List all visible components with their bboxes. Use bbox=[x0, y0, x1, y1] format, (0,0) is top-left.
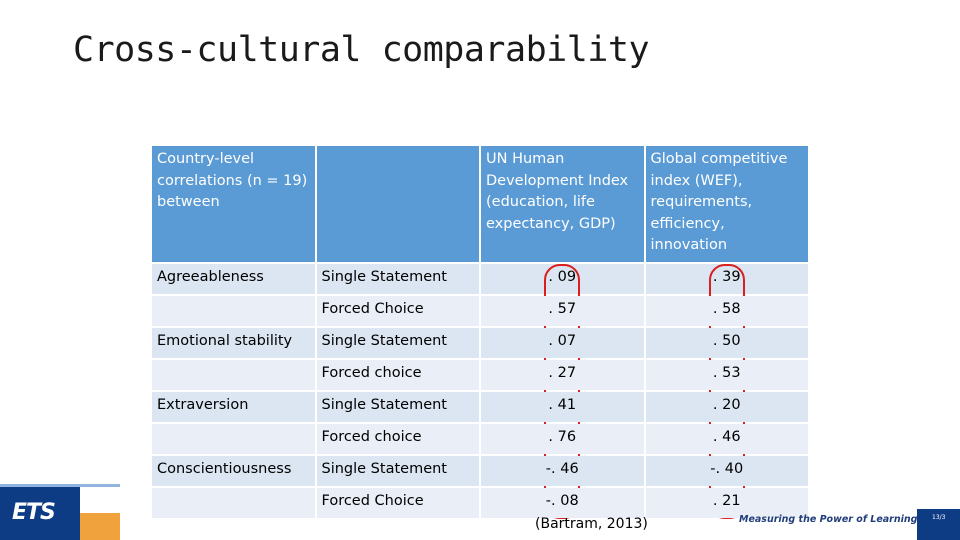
highlight-circle bbox=[544, 264, 581, 519]
un-hdi-cell: . 09 bbox=[481, 264, 644, 519]
method-cell: Single Statement bbox=[316, 392, 479, 422]
brand-stripe bbox=[0, 484, 120, 487]
wef-gci-value: . 46 bbox=[645, 424, 808, 454]
table-row: Forced choice . 27 . 53 bbox=[152, 360, 808, 390]
header-cell: UN Human Development Index (education, l… bbox=[481, 146, 644, 262]
method-cell: Forced choice bbox=[316, 424, 479, 454]
trait-cell bbox=[152, 360, 315, 390]
highlight-circle bbox=[708, 264, 745, 519]
wef-gci-value: . 58 bbox=[645, 296, 808, 326]
brand-accent-block bbox=[80, 513, 120, 540]
slide-number-box: 13/3 bbox=[917, 509, 960, 540]
table-row: Forced Choice . 57 . 58 bbox=[152, 296, 808, 326]
table-row: Conscientiousness Single Statement -. 46… bbox=[152, 456, 808, 486]
header-cell: Global competitive index (WEF), requirem… bbox=[645, 146, 808, 262]
wef-gci-cell: . 39 bbox=[645, 264, 808, 519]
trait-cell bbox=[152, 296, 315, 326]
trait-cell bbox=[152, 424, 315, 454]
method-cell: Single Statement bbox=[316, 456, 479, 486]
trait-cell: Conscientiousness bbox=[152, 456, 315, 486]
correlation-table: Country-level correlations (n = 19) betw… bbox=[150, 144, 810, 520]
ets-logo-text: ETS bbox=[12, 500, 56, 525]
un-hdi-value: -. 08 bbox=[481, 488, 644, 518]
wef-gci-value: . 20 bbox=[645, 392, 808, 422]
wef-gci-value: . 53 bbox=[645, 360, 808, 390]
slide-title: Cross-cultural comparability bbox=[73, 30, 650, 70]
trait-cell bbox=[152, 488, 315, 518]
table-row: Extraversion Single Statement . 41 . 20 bbox=[152, 392, 808, 422]
method-cell: Single Statement bbox=[316, 328, 479, 358]
table-row: Agreeableness Single Statement . 09 . 39 bbox=[152, 264, 808, 519]
trait-cell: Extraversion bbox=[152, 392, 315, 422]
header-cell bbox=[316, 146, 479, 262]
method-cell: Forced Choice bbox=[316, 296, 479, 326]
trait-cell: Agreeableness bbox=[152, 264, 315, 294]
wef-gci-value: . 50 bbox=[645, 328, 808, 358]
un-hdi-value: . 07 bbox=[481, 328, 644, 358]
ets-logo: ETS bbox=[0, 487, 80, 540]
un-hdi-value: -. 46 bbox=[481, 456, 644, 486]
table-row: Forced Choice -. 08 . 21 bbox=[152, 488, 808, 518]
un-hdi-value: . 41 bbox=[481, 392, 644, 422]
method-cell: Forced choice bbox=[316, 360, 479, 390]
wef-gci-value: -. 40 bbox=[645, 456, 808, 486]
un-hdi-value: . 57 bbox=[481, 296, 644, 326]
source-citation: (Bartram, 2013) bbox=[535, 516, 648, 532]
header-cell: Country-level correlations (n = 19) betw… bbox=[152, 146, 315, 262]
un-hdi-value: . 27 bbox=[481, 360, 644, 390]
method-cell: Single Statement bbox=[316, 264, 479, 294]
table-row: Forced choice . 76 . 46 bbox=[152, 424, 808, 454]
brand-tagline: Measuring the Power of Learning. bbox=[739, 514, 922, 525]
wef-gci-value: . 21 bbox=[645, 488, 808, 518]
trait-cell: Emotional stability bbox=[152, 328, 315, 358]
un-hdi-value: . 76 bbox=[481, 424, 644, 454]
slide-number: 13/3 bbox=[932, 514, 946, 521]
method-cell: Forced Choice bbox=[316, 488, 479, 518]
table-header-row: Country-level correlations (n = 19) betw… bbox=[152, 146, 808, 262]
table-row: Emotional stability Single Statement . 0… bbox=[152, 328, 808, 358]
